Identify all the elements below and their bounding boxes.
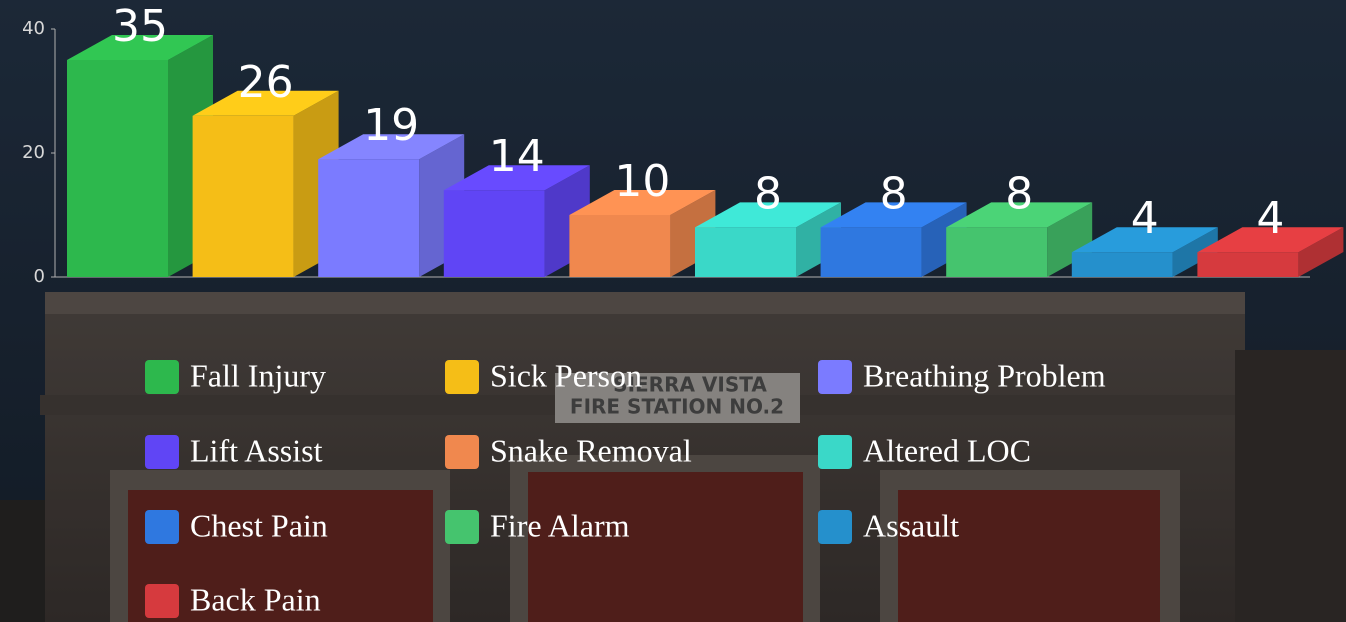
value-label: 8 xyxy=(754,168,782,219)
legend-swatch xyxy=(818,435,852,469)
legend-label: Chest Pain xyxy=(190,507,328,543)
legend-label: Fall Injury xyxy=(190,357,326,393)
bar-top xyxy=(1197,227,1344,253)
bar xyxy=(1071,227,1218,277)
bar-side xyxy=(921,202,967,277)
bar-front xyxy=(1197,252,1299,277)
bar-top xyxy=(443,165,590,191)
bar-top xyxy=(67,35,213,60)
legend-swatch xyxy=(445,360,479,394)
value-label: 8 xyxy=(880,168,908,219)
bar-front xyxy=(820,227,922,277)
bar-front xyxy=(695,227,796,277)
bar-front xyxy=(443,190,545,277)
value-label: 19 xyxy=(363,100,419,151)
value-label: 4 xyxy=(1131,193,1159,244)
legend-label: Breathing Problem xyxy=(863,357,1106,393)
bar xyxy=(67,35,213,277)
bar-front xyxy=(1071,252,1173,277)
y-tick-label: 0 xyxy=(34,266,45,287)
legend-label: Snake Removal xyxy=(490,432,692,468)
bar-front xyxy=(318,159,420,277)
bar-side xyxy=(1172,227,1218,277)
bar-top xyxy=(569,190,716,215)
legend-swatch xyxy=(445,510,479,544)
bar xyxy=(820,202,967,277)
legend-label: Back Pain xyxy=(190,581,321,617)
bar-top xyxy=(192,90,339,116)
bar-front xyxy=(569,215,671,277)
value-label: 14 xyxy=(489,131,545,182)
bar-top xyxy=(695,202,841,228)
legend-swatch xyxy=(145,360,179,394)
y-tick-label: 20 xyxy=(22,142,45,163)
bar xyxy=(318,134,465,277)
legend-label: Fire Alarm xyxy=(490,507,630,543)
bar-front xyxy=(192,115,294,277)
bar xyxy=(192,90,339,277)
sign-text: FIRE STATION NO.2 xyxy=(570,395,784,419)
value-label: 8 xyxy=(1005,168,1033,219)
bar-side xyxy=(796,202,841,277)
bar-side xyxy=(1047,202,1093,277)
legend-label: Sick Person xyxy=(490,357,642,393)
bar-top xyxy=(946,202,1093,228)
bar-side xyxy=(1298,227,1344,277)
bar xyxy=(1197,227,1344,277)
bar-top xyxy=(318,134,465,160)
y-tick-label: 40 xyxy=(22,18,45,39)
legend-swatch xyxy=(818,360,852,394)
legend-label: Lift Assist xyxy=(190,432,323,468)
legend-swatch xyxy=(145,435,179,469)
value-label: 10 xyxy=(614,156,670,207)
bar-top xyxy=(1071,227,1218,253)
sign-text: SIERRA VISTA xyxy=(613,373,767,397)
legend-label: Assault xyxy=(863,507,959,543)
bar-front xyxy=(946,227,1048,277)
value-label: 4 xyxy=(1256,193,1284,244)
bar-front xyxy=(67,60,168,277)
legend-label: Altered LOC xyxy=(863,432,1031,468)
legend-swatch xyxy=(445,435,479,469)
bar xyxy=(695,202,841,277)
legend-swatch xyxy=(145,584,179,618)
value-label: 35 xyxy=(112,1,168,52)
legend-swatch xyxy=(818,510,852,544)
value-label: 26 xyxy=(238,57,294,108)
bar xyxy=(946,202,1093,277)
bar-top xyxy=(820,202,967,228)
legend-swatch xyxy=(145,510,179,544)
